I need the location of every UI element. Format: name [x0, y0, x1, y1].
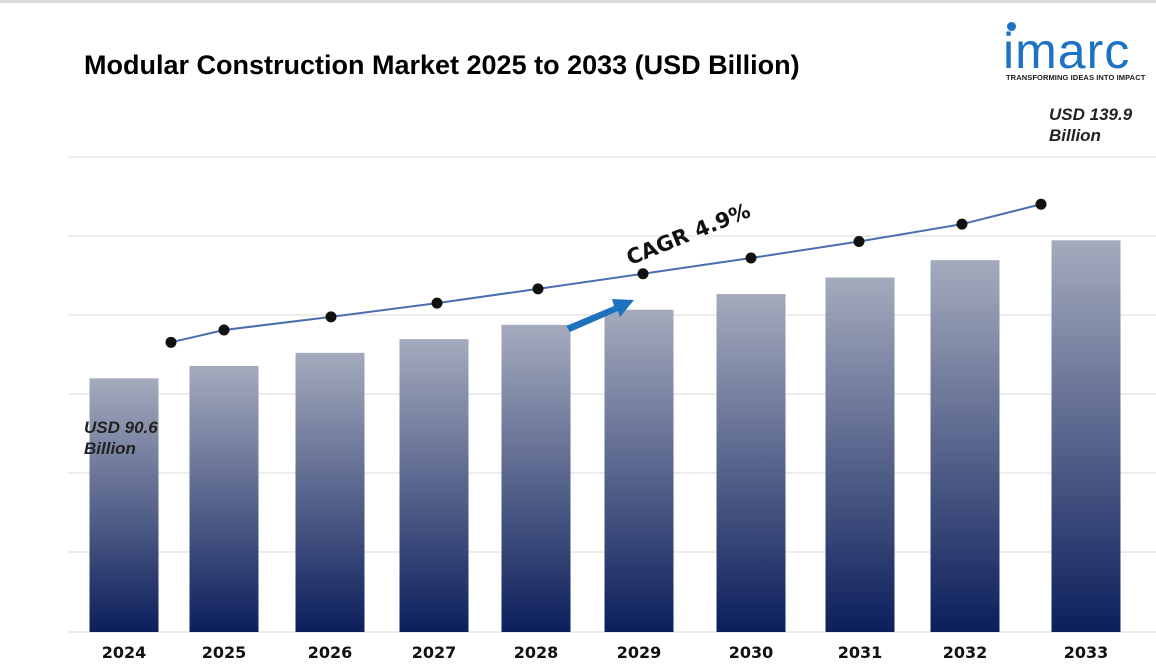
- start-value-callout: USD 90.6 Billion: [84, 417, 158, 459]
- x-tick-labels: 2024 2025 2026 2027 2028 2029 2030 2031 2032 2033: [102, 643, 1109, 662]
- bars: [89, 240, 1121, 632]
- x-tick-2030: 2030: [729, 643, 774, 662]
- cagr-arrow-group: [566, 299, 634, 332]
- end-value-amount: USD 139.9: [1049, 105, 1133, 124]
- bar-2028: [501, 324, 571, 632]
- end-value-unit: Billion: [1049, 126, 1101, 145]
- trend-marker-2032: [956, 218, 968, 230]
- bar-2027: [399, 339, 469, 632]
- trend-marker-2028: [532, 283, 544, 295]
- top-rule: [0, 0, 1156, 3]
- trend-marker-2031: [853, 236, 865, 248]
- bar-2030: [716, 294, 786, 632]
- bar-2031: [825, 277, 895, 632]
- trend-line: [170, 203, 1042, 344]
- x-tick-2024: 2024: [102, 643, 147, 662]
- logo-wordmark: imarc: [1003, 23, 1131, 79]
- trend-marker-2025: [218, 324, 230, 336]
- trend-marker-2033: [1035, 198, 1047, 210]
- trend-marker-2024: [165, 336, 177, 348]
- bar-2026: [295, 352, 365, 632]
- x-tick-2032: 2032: [943, 643, 988, 662]
- x-tick-2027: 2027: [412, 643, 457, 662]
- chart-title: Modular Construction Market 2025 to 2033…: [84, 50, 800, 80]
- trend-marker-2030: [745, 252, 757, 264]
- bar-2032: [930, 260, 1000, 632]
- x-tick-2029: 2029: [617, 643, 662, 662]
- trend-marker-2026: [325, 311, 337, 323]
- start-value-amount: USD 90.6: [84, 418, 158, 437]
- trend-marker-2029: [637, 268, 649, 280]
- logo-dot: [1007, 22, 1016, 31]
- cagr-arrow-icon: [566, 299, 634, 332]
- trend-line-group: [165, 198, 1047, 348]
- start-value-unit: Billion: [84, 439, 136, 458]
- end-value-callout: USD 139.9 Billion: [1049, 104, 1132, 146]
- bar-2033: [1051, 240, 1121, 632]
- bar-2029: [604, 309, 674, 632]
- x-tick-2025: 2025: [202, 643, 247, 662]
- x-tick-2033: 2033: [1064, 643, 1109, 662]
- bar-2024: [89, 378, 159, 632]
- x-tick-2028: 2028: [514, 643, 559, 662]
- logo-tagline: TRANSFORMING IDEAS INTO IMPACT: [1006, 73, 1146, 82]
- bar-2025: [189, 366, 259, 632]
- x-tick-2031: 2031: [838, 643, 883, 662]
- trend-marker-2027: [431, 297, 443, 309]
- imarc-logo: imarc TRANSFORMING IDEAS INTO IMPACT: [1003, 18, 1151, 88]
- x-tick-2026: 2026: [308, 643, 353, 662]
